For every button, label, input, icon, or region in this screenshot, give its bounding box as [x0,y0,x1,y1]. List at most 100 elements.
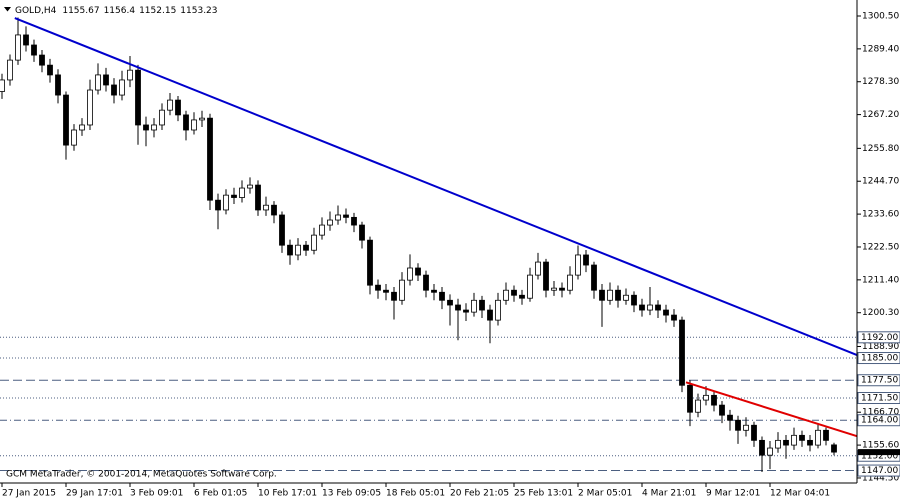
candle-body [351,216,357,226]
menu-arrow[interactable] [4,7,11,12]
candle-body [239,187,245,198]
candle-body [431,289,437,293]
candle-body [327,219,333,226]
x-tick-label: 12 Mar 04:01 [770,489,830,499]
low: 1152.15 [139,6,176,16]
candle-body [527,274,533,299]
candle-body [359,224,365,241]
candle-body [495,299,501,321]
candle-body [823,429,829,441]
candle-body [375,284,381,291]
candle-body [135,69,141,126]
candle-body [263,204,269,211]
candle-body [767,447,773,456]
candle-body [303,244,309,251]
candle-body [279,214,285,246]
candle-body [831,444,837,453]
candle-body [743,424,749,431]
candle-body [151,124,157,131]
candle-body [775,439,781,449]
candle-body [15,34,21,61]
candle-body [615,289,621,301]
candle-body [519,294,525,299]
symbol: GOLD,H4 [15,6,57,16]
candle-body [23,34,29,46]
y-tick-label: 1267.20 [862,110,899,120]
candle-body [663,309,669,316]
candle-body [567,274,573,291]
level-label: 1164.00 [861,416,898,426]
level-label: 1171.50 [861,394,898,404]
candle-body [591,264,597,291]
candle-body [47,64,53,76]
candle-body [599,289,605,301]
y-tick-label: 1278.30 [862,77,899,87]
candle-body [175,99,181,116]
level-label: 1177.50 [861,376,898,386]
candle-body [807,439,813,446]
candle-body [55,74,61,96]
candle-body [735,419,741,431]
candle-body [79,124,85,131]
candle-body [783,439,789,446]
trendline [685,381,858,438]
candle-body [223,194,229,211]
y-tick-label: 1222.50 [862,242,899,252]
x-tick-label: 20 Feb 21:05 [450,489,509,499]
trendline [14,17,858,356]
candle-body [607,289,613,301]
level-label: 1147.00 [861,466,898,476]
candle-body [559,287,565,291]
candle-body [463,309,469,313]
candle-body [295,244,301,256]
candle-body [759,439,765,456]
y-tick-label: 1144.50 [862,473,899,483]
x-tick-label: 10 Feb 17:01 [258,489,317,499]
candle-body [727,414,733,421]
level-box [857,414,900,427]
candle-body [183,114,189,131]
candle-body [671,314,677,321]
level-label: 1192.00 [861,333,898,343]
y-tick-label: 1233.60 [862,210,899,220]
y-tick-label: 1166.70 [862,408,899,418]
candle-body [647,304,653,311]
y-tick-label: 1211.40 [862,275,899,285]
candle-body [215,199,221,211]
y-tick-label: 1255.80 [862,144,899,154]
candle-body [367,239,373,286]
candle-body [95,74,101,91]
candle-body [415,267,421,276]
candle-body [63,94,69,146]
x-tick-label: 3 Feb 09:01 [130,489,183,499]
candle-body [7,59,13,81]
candle-body [0,79,5,92]
candle-body [119,79,125,96]
candle-body [127,69,133,81]
candle-body [103,74,109,86]
candle-body [655,304,661,311]
current-price-marker [858,449,900,456]
candle-body [319,224,325,236]
candle-body [479,299,485,311]
candle-body [719,404,725,416]
candle-body [159,109,165,126]
y-tick-label: 1289.40 [862,44,899,54]
y-tick-label: 1155.60 [862,441,899,451]
candle-body [39,54,45,66]
open: 1155.67 [62,6,99,16]
candle-body [543,261,549,291]
candle-body [623,294,629,301]
candle-body [407,267,413,281]
candle-body [503,289,509,301]
candle-body [167,99,173,111]
candle-body [191,119,197,131]
candle-body [111,84,117,96]
candle-body [287,244,293,256]
level-box [857,374,900,387]
candle-body [751,424,757,441]
candle-body [31,44,37,56]
candle-body [471,299,477,313]
candle-body [247,184,253,189]
